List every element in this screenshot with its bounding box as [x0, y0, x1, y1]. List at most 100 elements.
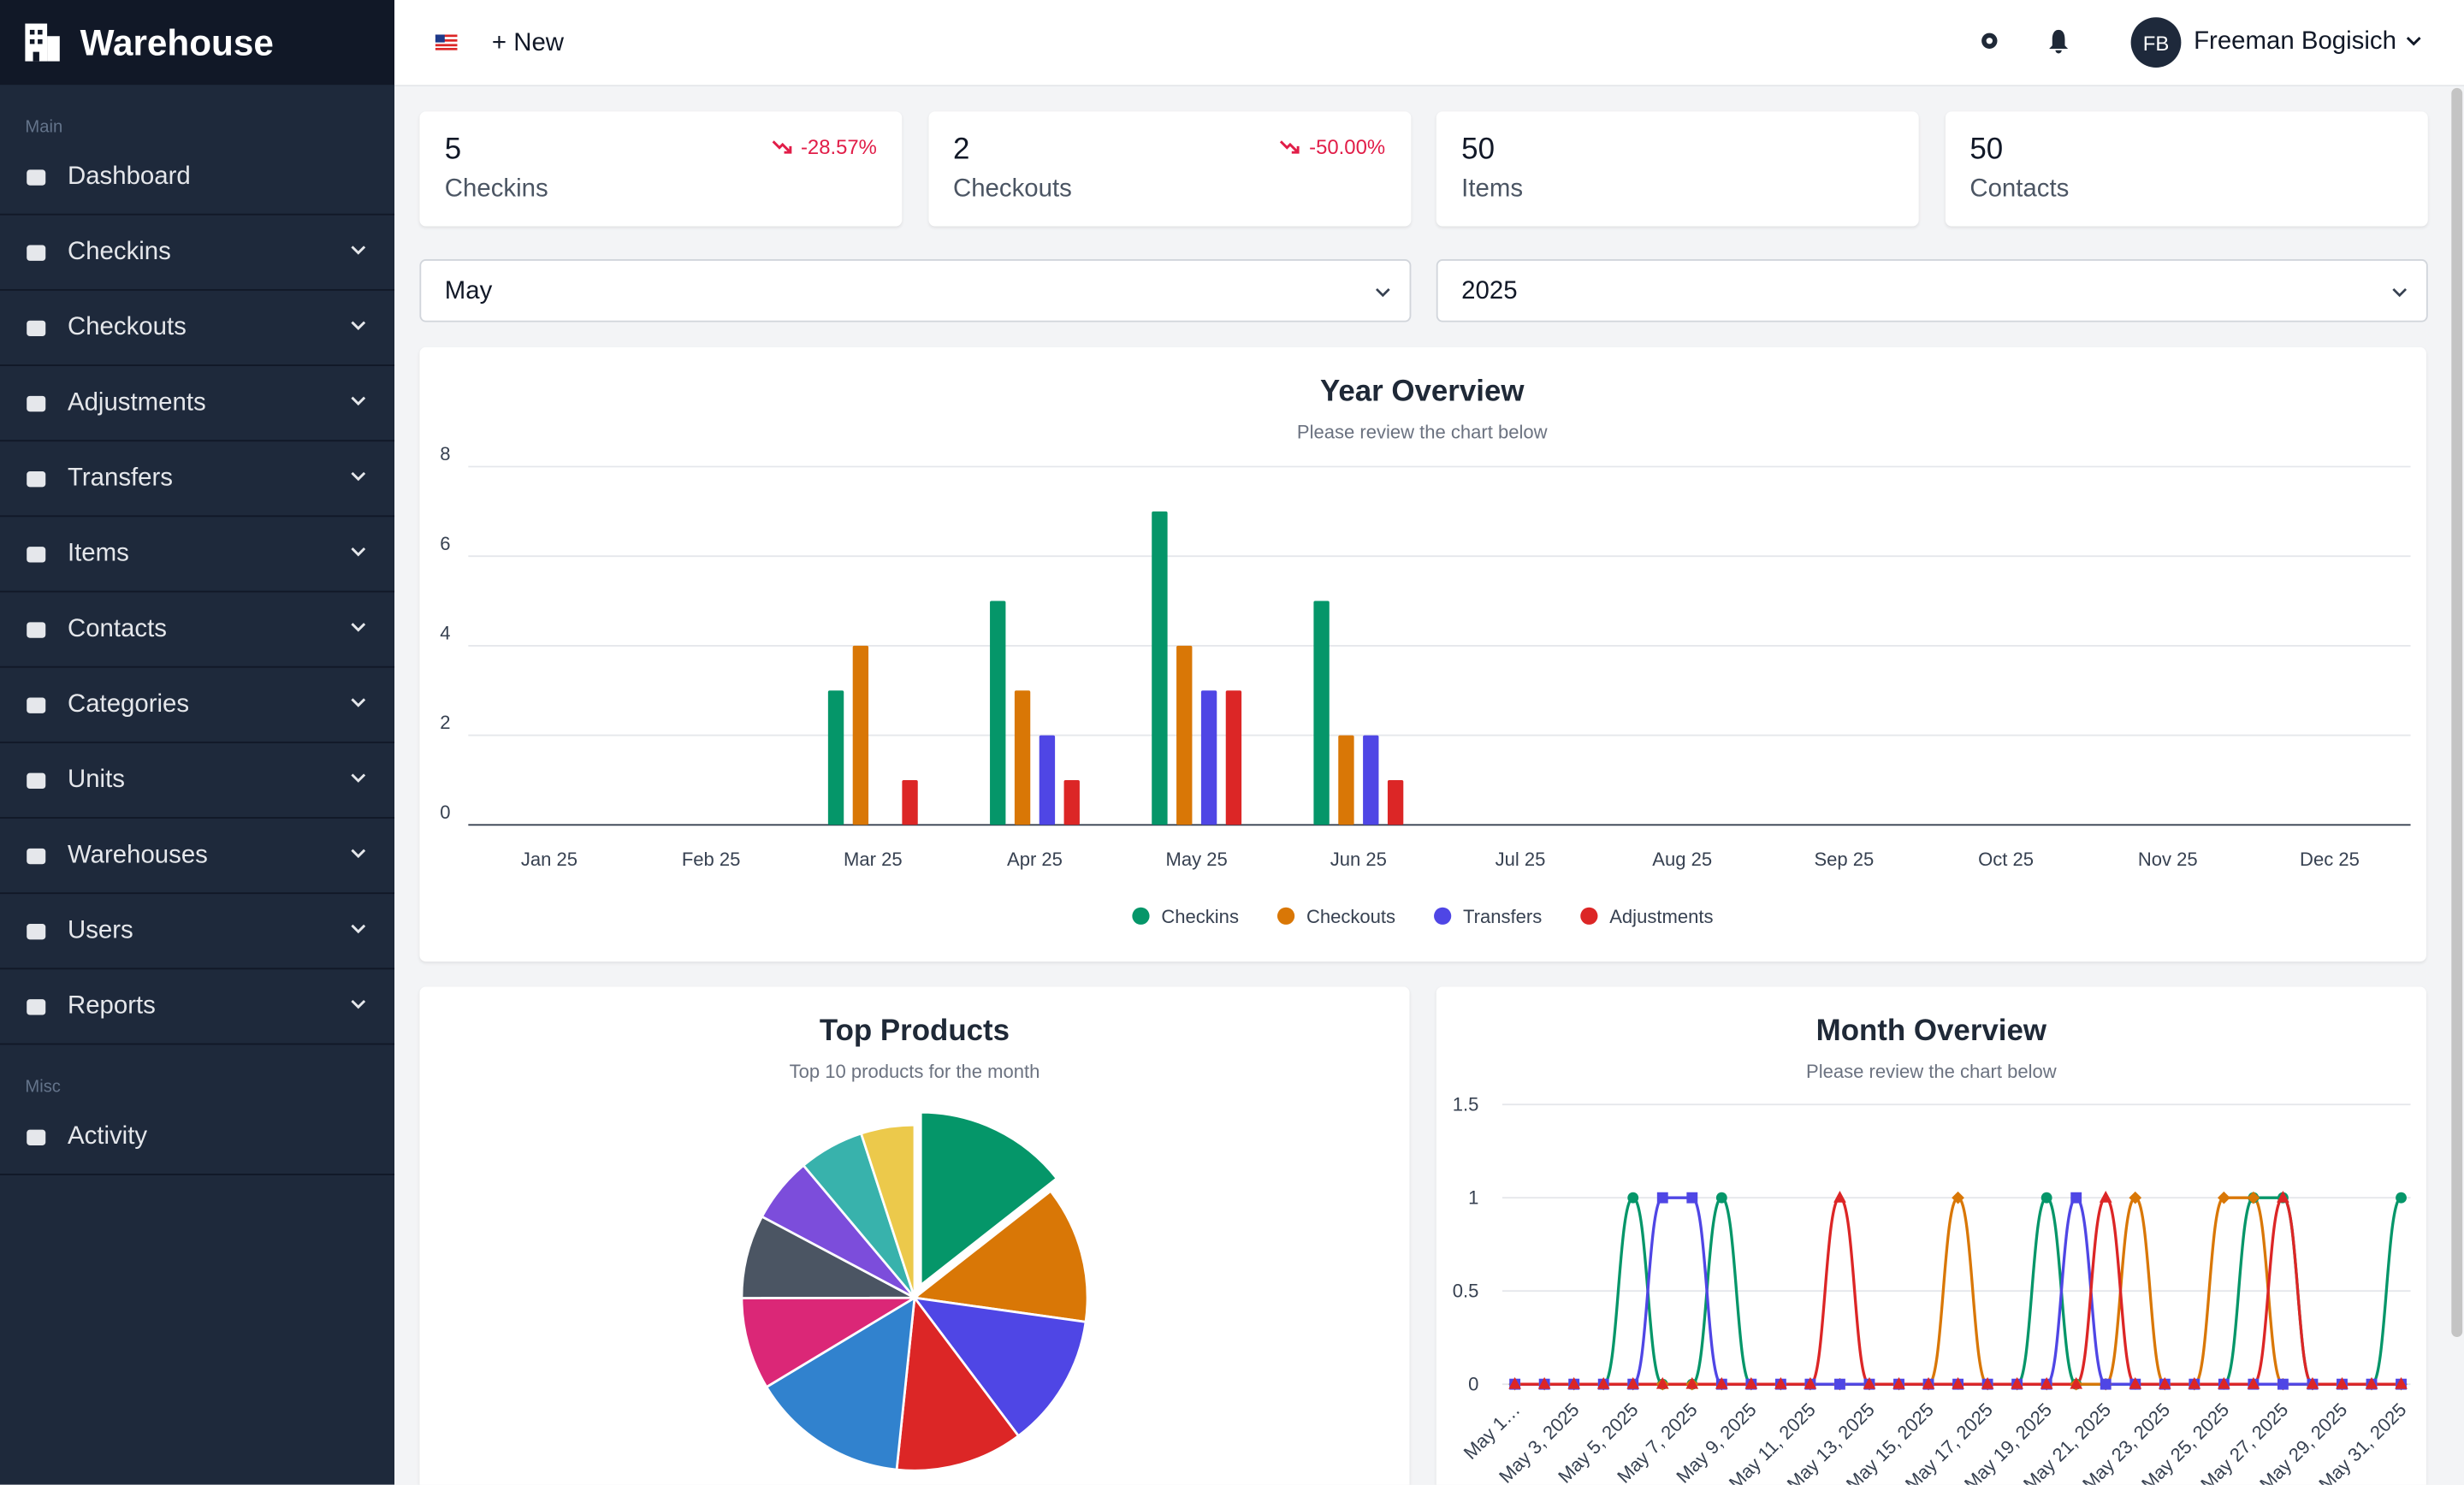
- nav-item[interactable]: Checkouts: [0, 291, 395, 366]
- nav-item[interactable]: Transfers: [0, 441, 395, 518]
- month-select[interactable]: May: [419, 259, 1412, 322]
- y-tick-label: 0: [440, 802, 450, 823]
- bar: [1152, 511, 1168, 825]
- new-button[interactable]: + New: [491, 29, 565, 57]
- bar: [1225, 690, 1242, 825]
- trend-icon: [1280, 140, 1300, 154]
- point: [2277, 1190, 2289, 1203]
- section-title: Main: [25, 117, 63, 137]
- x-tick-label: Apr 25: [1007, 849, 1063, 870]
- nav-icon: [27, 923, 46, 939]
- notification-icon[interactable]: [2047, 28, 2070, 54]
- point: [2218, 1191, 2230, 1204]
- point: [2040, 1376, 2053, 1389]
- pie-slice: [919, 1110, 1059, 1288]
- nav-icon: [27, 621, 46, 637]
- nav-chevron: [351, 999, 366, 1009]
- bar: [852, 645, 869, 825]
- bar: [902, 779, 918, 825]
- stat-card: 50 Contacts: [1944, 111, 2427, 227]
- point: [2011, 1376, 2023, 1389]
- point: [2247, 1191, 2260, 1204]
- bar: [1313, 601, 1330, 825]
- legend-label: Checkins: [1161, 906, 1239, 927]
- nav-item[interactable]: Dashboard: [0, 139, 395, 216]
- point: [1567, 1376, 1581, 1389]
- point: [2100, 1378, 2112, 1390]
- y-tick-label: 4: [440, 623, 450, 644]
- month-value: May: [444, 278, 493, 305]
- point: [1656, 1192, 1668, 1204]
- nav-item[interactable]: Contacts: [0, 592, 395, 668]
- icon-shape: [27, 998, 46, 1015]
- nav-icon: [27, 394, 46, 411]
- point: [2247, 1376, 2260, 1389]
- nav-item[interactable]: Activity: [0, 1100, 395, 1175]
- scrollbar[interactable]: [2451, 87, 2463, 1338]
- legend-label: Checkouts: [1306, 906, 1395, 927]
- chevron: [351, 246, 366, 255]
- x-tick-label: Oct 25: [1978, 849, 2034, 870]
- stat-label: Checkins: [444, 175, 548, 203]
- point: [1656, 1376, 1669, 1389]
- legend-swatch: [1434, 907, 1452, 925]
- nav-icon: [27, 696, 46, 713]
- y-tick-label: 8: [440, 443, 450, 464]
- y-tick-label: 1.5: [1453, 1094, 1479, 1115]
- nav-label: Checkins: [67, 238, 171, 265]
- nav-item[interactable]: Users: [0, 894, 395, 970]
- trend: [771, 140, 791, 154]
- nav-icon: [27, 1128, 46, 1145]
- nav-item[interactable]: Items: [0, 517, 395, 593]
- pie-slice: [765, 1295, 916, 1471]
- icon-shape: [27, 394, 46, 411]
- point: [1774, 1376, 1787, 1389]
- pie-slice: [895, 1294, 1021, 1472]
- y-tick-label: 0.5: [1453, 1281, 1479, 1302]
- user-name[interactable]: Freeman Bogisich: [2194, 28, 2396, 56]
- bar: [1338, 735, 1354, 825]
- chevron: [351, 547, 366, 557]
- x-tick-label: Aug 25: [1652, 849, 1712, 870]
- point: [2070, 1376, 2083, 1389]
- chevron: [351, 396, 366, 406]
- chevron: [351, 999, 366, 1009]
- point: [1686, 1192, 1698, 1204]
- settings-icon[interactable]: [1978, 30, 2000, 52]
- nav-label: Contacts: [67, 615, 167, 642]
- nav-item[interactable]: Warehouses: [0, 819, 395, 895]
- nav-item[interactable]: Checkins: [0, 216, 395, 291]
- nav-item[interactable]: Adjustments: [0, 366, 395, 442]
- change-text: -28.57%: [800, 134, 877, 159]
- icon-shape: [27, 1128, 46, 1145]
- point: [1804, 1376, 1817, 1389]
- brand[interactable]: Warehouse: [0, 0, 395, 86]
- icon-shape: [27, 319, 46, 336]
- topbar: + New FB Freeman Bogisich: [394, 0, 2464, 87]
- stat-value: 5: [444, 133, 462, 167]
- stat-card: 50 Items: [1436, 111, 1919, 227]
- point: [1744, 1376, 1758, 1389]
- nav-item[interactable]: Categories: [0, 668, 395, 743]
- icon-shape: [27, 621, 46, 637]
- avatar[interactable]: FB: [2130, 17, 2182, 68]
- point: [1922, 1376, 1935, 1389]
- icon-shape: [27, 470, 46, 487]
- nav-chevron: [351, 849, 366, 859]
- bar: [1387, 779, 1404, 825]
- bar: [1200, 690, 1217, 825]
- nav-item[interactable]: Reports: [0, 969, 395, 1045]
- user-chevron[interactable]: [2406, 34, 2421, 47]
- nav-item[interactable]: Units: [0, 743, 395, 819]
- chart-subtitle: Please review the chart below: [1297, 421, 1548, 442]
- flag[interactable]: [435, 34, 458, 50]
- month-card: Month Overview Please review the chart be…: [1436, 986, 2426, 1485]
- stat-value: 50: [1461, 133, 1495, 167]
- icon-shape: [27, 923, 46, 939]
- brand-name: Warehouse: [80, 21, 274, 62]
- point: [1508, 1376, 1521, 1389]
- section-title: Misc: [25, 1078, 61, 1097]
- year-select[interactable]: 2025: [1436, 259, 2428, 322]
- point: [1981, 1376, 1994, 1389]
